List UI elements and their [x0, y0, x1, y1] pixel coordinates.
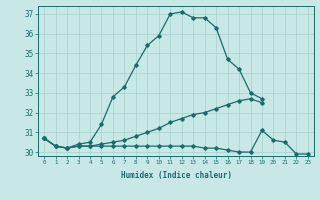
X-axis label: Humidex (Indice chaleur): Humidex (Indice chaleur)	[121, 171, 231, 180]
